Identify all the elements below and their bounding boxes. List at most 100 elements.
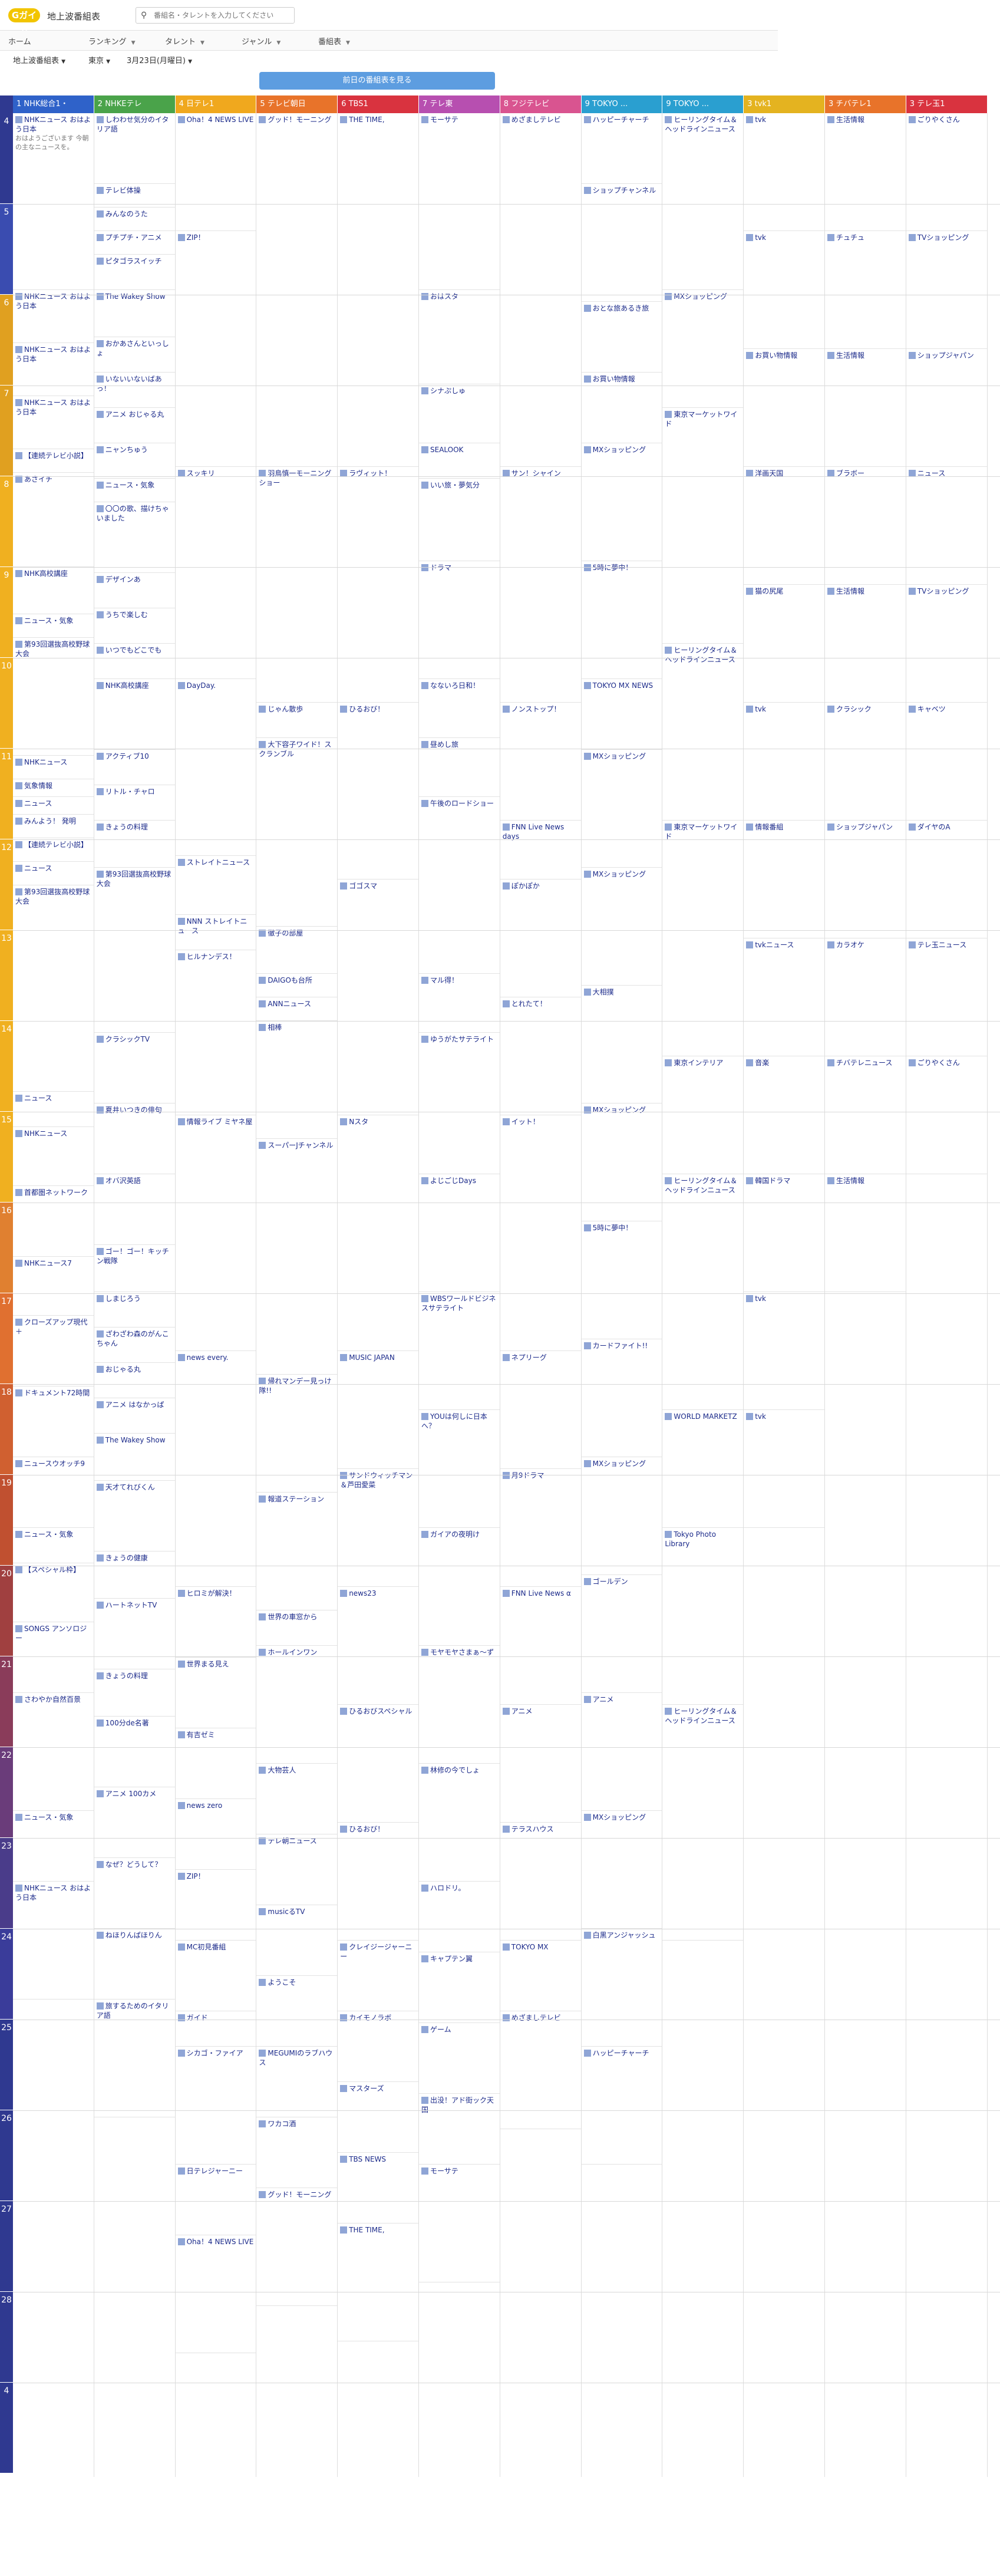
program-cell[interactable]: ブラボー bbox=[825, 467, 906, 585]
program-cell[interactable]: DAIGOも台所 bbox=[256, 974, 338, 997]
program-cell[interactable]: NHKニュース おはよう日本 bbox=[13, 396, 94, 449]
program-cell[interactable]: ニュース bbox=[13, 862, 94, 885]
program-cell[interactable]: Oha！4 NEWS LIVE bbox=[175, 113, 256, 231]
program-cell[interactable]: 東京マーケットワイド bbox=[662, 821, 744, 1056]
program-cell[interactable]: イット！ bbox=[500, 1115, 581, 1351]
program-cell[interactable]: ニュース・気象 bbox=[94, 479, 175, 502]
program-cell[interactable]: しわわせ気分のイタリア語 bbox=[94, 113, 175, 184]
program-cell[interactable]: 世界まる見え bbox=[175, 1658, 256, 1728]
program-cell[interactable]: 白黒アンジャッシュ bbox=[581, 1929, 662, 2047]
program-cell[interactable]: 音楽 bbox=[744, 1056, 824, 1174]
program-cell[interactable]: アクティブ10 bbox=[94, 750, 175, 785]
program-cell[interactable]: なぜ？どうして？ bbox=[94, 1858, 175, 1929]
previous-day-button[interactable]: 前日の番組表を見る bbox=[259, 72, 495, 90]
program-cell[interactable]: クローズアップ現代＋ bbox=[13, 1316, 94, 1386]
channel-header[interactable]: 3 テレ玉1 bbox=[906, 95, 988, 113]
program-cell[interactable]: 午後のロードショー bbox=[419, 797, 500, 974]
program-cell[interactable]: news every. bbox=[175, 1351, 256, 1587]
program-cell[interactable]: めざましテレビ bbox=[500, 113, 581, 467]
program-cell[interactable]: サン！シャイン bbox=[500, 467, 581, 703]
program-cell[interactable]: きょうの料理 bbox=[94, 821, 175, 868]
program-cell[interactable]: 第93回選抜高校野球大会 bbox=[94, 868, 175, 1033]
program-cell[interactable]: MC初見番組 bbox=[175, 1941, 256, 2011]
program-cell[interactable]: tvk bbox=[744, 231, 824, 349]
program-cell[interactable]: news zero bbox=[175, 1799, 256, 1870]
program-cell[interactable]: プチプチ・アニメ bbox=[94, 231, 175, 255]
program-cell[interactable]: ヒロミが解決！ bbox=[175, 1587, 256, 1658]
program-cell[interactable]: FNN Live News α bbox=[500, 1587, 581, 1705]
program-cell[interactable]: SONGS アンソロジー bbox=[13, 1622, 94, 1693]
program-cell[interactable]: 東京マーケットワイド bbox=[662, 408, 744, 644]
program-cell[interactable]: TBS NEWS bbox=[338, 2153, 418, 2223]
program-cell[interactable]: TOKYO MX bbox=[500, 1941, 581, 2011]
program-cell[interactable]: 猫の尻尾 bbox=[744, 585, 824, 703]
program-cell[interactable]: ひるおび！ bbox=[338, 1823, 418, 1941]
program-cell[interactable]: ゴー！ゴー！キッチン戦隊 bbox=[94, 1245, 175, 1292]
program-cell[interactable]: tvkニュース bbox=[744, 938, 824, 1056]
program-cell[interactable]: MXショッピング bbox=[662, 290, 744, 408]
program-cell[interactable]: テレ朝ニュース bbox=[256, 1834, 338, 1905]
program-cell[interactable]: リトル・チャロ bbox=[94, 785, 175, 821]
program-cell[interactable]: カラオケ bbox=[825, 938, 906, 1056]
program-cell[interactable]: ラヴィット！ bbox=[338, 467, 418, 703]
program-cell[interactable]: サンドウィッチマン＆芦田愛菜 bbox=[338, 1469, 418, 1587]
program-cell[interactable]: アニメ bbox=[500, 1705, 581, 1823]
program-cell[interactable]: お買い物情報 bbox=[581, 373, 662, 443]
program-cell[interactable]: ごりやくさん bbox=[906, 1056, 987, 1174]
program-cell[interactable]: 大相撲 bbox=[581, 986, 662, 1103]
search-icon[interactable]: ⚲ bbox=[141, 11, 147, 20]
program-cell[interactable]: めざましテレビ bbox=[500, 2011, 581, 2129]
program-cell[interactable]: ニャンちゅう bbox=[94, 443, 175, 479]
program-cell[interactable]: WBSワールドビジネスサテライト bbox=[419, 1292, 500, 1410]
program-cell[interactable]: 【連続テレビ小説】 bbox=[13, 449, 94, 473]
program-cell[interactable]: NHKニュース おはよう日本 bbox=[13, 343, 94, 396]
program-cell[interactable]: 天才てれびくん bbox=[94, 1481, 175, 1551]
program-cell[interactable]: ストレイトニュース bbox=[175, 856, 256, 915]
program-cell[interactable]: ざわざわ森のがんこちゃん bbox=[94, 1327, 175, 1363]
program-cell[interactable]: カードファイト!! bbox=[581, 1339, 662, 1457]
program-cell[interactable]: MXショッピング bbox=[581, 443, 662, 561]
program-cell[interactable]: ニュース bbox=[13, 797, 94, 815]
program-cell[interactable]: モーサテ bbox=[419, 2165, 500, 2282]
program-cell[interactable]: 情報ライブ ミヤネ屋 bbox=[175, 1115, 256, 1351]
program-cell[interactable]: 夏井いつきの俳句 bbox=[94, 1103, 175, 1174]
program-cell[interactable]: テラスハウス bbox=[500, 1823, 581, 1941]
program-cell[interactable]: TVショッピング bbox=[906, 585, 987, 703]
program-cell[interactable]: 5時に夢中！ bbox=[581, 561, 662, 679]
channel-header[interactable]: 1 NHK総合1・ bbox=[13, 95, 94, 113]
program-cell[interactable]: 東京インテリア bbox=[662, 1056, 744, 1174]
program-cell[interactable]: 第93回選抜高校野球大会 bbox=[13, 885, 94, 1092]
program-cell[interactable]: 林修の今でしょ bbox=[419, 1764, 500, 1882]
program-cell[interactable]: 【スペシャル枠】 bbox=[13, 1563, 94, 1622]
channel-header[interactable]: 3 tvk1 bbox=[744, 95, 825, 113]
program-cell[interactable]: スーパーJチャンネル bbox=[256, 1139, 338, 1375]
program-cell[interactable]: 100分de名著 bbox=[94, 1717, 175, 1787]
program-cell[interactable]: ぽかぽか bbox=[500, 879, 581, 997]
date-select[interactable]: 3月23日(月曜日) ▼ bbox=[127, 54, 192, 65]
program-cell[interactable]: いい旅・夢気分 bbox=[419, 479, 500, 561]
program-cell[interactable]: きょうの健康 bbox=[94, 1551, 175, 1599]
program-cell[interactable]: 徹子の部屋 bbox=[256, 927, 338, 974]
program-cell[interactable]: NHKニュース7 bbox=[13, 1257, 94, 1316]
program-cell[interactable]: チュチュ bbox=[825, 231, 906, 349]
program-cell[interactable]: 【連続テレビ小説】 bbox=[13, 838, 94, 862]
program-cell[interactable]: いないいないばあっ！ bbox=[94, 373, 175, 408]
program-cell[interactable]: ゴゴスマ bbox=[338, 879, 418, 1115]
program-cell[interactable]: ニュース・気象 bbox=[13, 614, 94, 638]
channel-header[interactable]: 2 NHKEテレ bbox=[94, 95, 176, 113]
program-cell[interactable]: THE TIME, bbox=[338, 2223, 418, 2341]
program-cell[interactable]: NHK高校講座 bbox=[94, 679, 175, 750]
program-cell[interactable]: 帰れマンデー見っけ隊!! bbox=[256, 1375, 338, 1493]
program-cell[interactable]: キャプテン翼 bbox=[419, 1952, 500, 2023]
program-cell[interactable]: tvk bbox=[744, 703, 824, 821]
site-logo[interactable]: Gガイド bbox=[8, 8, 40, 35]
program-cell[interactable]: ひるおびスペシャル bbox=[338, 1705, 418, 1823]
program-cell[interactable]: Nスタ bbox=[338, 1115, 418, 1351]
program-cell[interactable]: よじごじDays bbox=[419, 1174, 500, 1292]
program-cell[interactable]: ニュース bbox=[13, 1092, 94, 1127]
program-cell[interactable]: シナぷしゅ bbox=[419, 384, 500, 443]
program-cell[interactable]: news23 bbox=[338, 1587, 418, 1705]
program-cell[interactable]: ピタゴラスイッチ bbox=[94, 255, 175, 290]
program-cell[interactable]: The Wakey Show bbox=[94, 1434, 175, 1481]
program-cell[interactable]: ZIP！ bbox=[175, 231, 256, 467]
